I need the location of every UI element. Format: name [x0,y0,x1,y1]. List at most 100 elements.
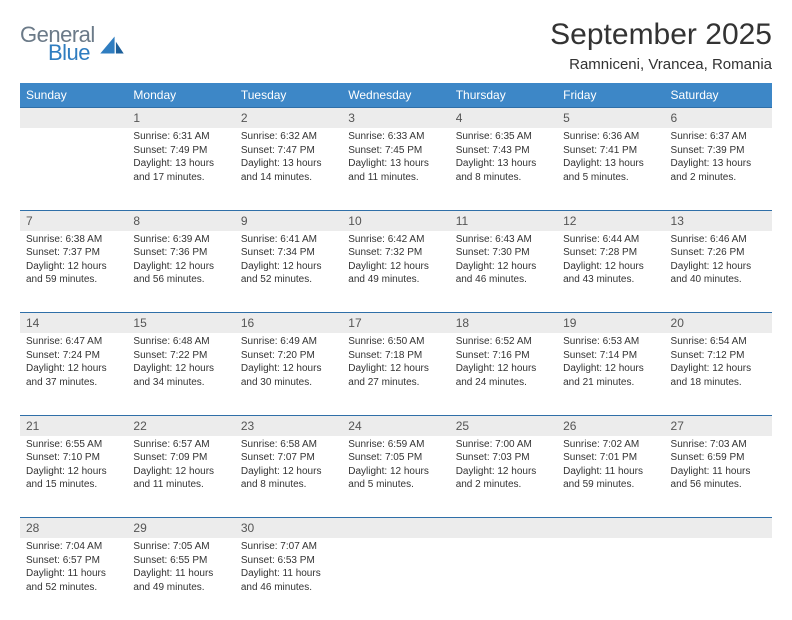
day-cell: Sunrise: 6:47 AMSunset: 7:24 PMDaylight:… [20,333,127,415]
col-thursday: Thursday [450,83,557,108]
day-cell: Sunrise: 6:52 AMSunset: 7:16 PMDaylight:… [450,333,557,415]
daylight-text: Daylight: 12 hours and 59 minutes. [26,260,121,287]
sunrise-text: Sunrise: 6:36 AM [563,130,658,144]
day-number: 18 [450,313,557,334]
day-number: 11 [450,210,557,231]
sunrise-text: Sunrise: 7:03 AM [671,438,766,452]
day-body-row: Sunrise: 6:38 AMSunset: 7:37 PMDaylight:… [20,231,772,313]
sunset-text: Sunset: 7:47 PM [241,144,336,158]
day-cell [20,128,127,210]
title-block: September 2025 Ramniceni, Vrancea, Roman… [550,18,772,73]
day-cell: Sunrise: 6:48 AMSunset: 7:22 PMDaylight:… [127,333,234,415]
sunrise-text: Sunrise: 6:37 AM [671,130,766,144]
daylight-text: Daylight: 13 hours and 17 minutes. [133,157,228,184]
sunset-text: Sunset: 7:41 PM [563,144,658,158]
sunset-text: Sunset: 7:18 PM [348,349,443,363]
sunset-text: Sunset: 7:10 PM [26,451,121,465]
sunset-text: Sunset: 7:36 PM [133,246,228,260]
day-cell: Sunrise: 6:35 AMSunset: 7:43 PMDaylight:… [450,128,557,210]
day-number: 24 [342,415,449,436]
daylight-text: Daylight: 11 hours and 46 minutes. [241,567,336,594]
day-cell: Sunrise: 6:41 AMSunset: 7:34 PMDaylight:… [235,231,342,313]
sunrise-text: Sunrise: 6:44 AM [563,233,658,247]
col-sunday: Sunday [20,83,127,108]
daylight-text: Daylight: 11 hours and 49 minutes. [133,567,228,594]
sunset-text: Sunset: 7:45 PM [348,144,443,158]
day-cell: Sunrise: 6:53 AMSunset: 7:14 PMDaylight:… [557,333,664,415]
sunrise-text: Sunrise: 7:00 AM [456,438,551,452]
day-number: 28 [20,518,127,539]
day-cell: Sunrise: 7:05 AMSunset: 6:55 PMDaylight:… [127,538,234,620]
day-number: 10 [342,210,449,231]
day-number: 6 [665,108,772,129]
day-cell: Sunrise: 6:57 AMSunset: 7:09 PMDaylight:… [127,436,234,518]
sunset-text: Sunset: 7:20 PM [241,349,336,363]
day-cell: Sunrise: 6:50 AMSunset: 7:18 PMDaylight:… [342,333,449,415]
day-number: 1 [127,108,234,129]
daylight-text: Daylight: 12 hours and 52 minutes. [241,260,336,287]
day-number-row: 123456 [20,108,772,129]
sunrise-text: Sunrise: 6:59 AM [348,438,443,452]
sunset-text: Sunset: 7:05 PM [348,451,443,465]
sunset-text: Sunset: 7:37 PM [26,246,121,260]
brand-text: General Blue [20,24,95,64]
header: General Blue September 2025 Ramniceni, V… [20,18,772,73]
sunrise-text: Sunrise: 6:35 AM [456,130,551,144]
day-body-row: Sunrise: 7:04 AMSunset: 6:57 PMDaylight:… [20,538,772,620]
day-number: 15 [127,313,234,334]
sunset-text: Sunset: 6:59 PM [671,451,766,465]
day-number: 23 [235,415,342,436]
sunset-text: Sunset: 7:43 PM [456,144,551,158]
calendar-page: General Blue September 2025 Ramniceni, V… [0,0,792,620]
day-number: 17 [342,313,449,334]
sunset-text: Sunset: 7:03 PM [456,451,551,465]
day-cell: Sunrise: 6:43 AMSunset: 7:30 PMDaylight:… [450,231,557,313]
day-number [557,518,664,539]
sunrise-text: Sunrise: 6:42 AM [348,233,443,247]
day-number: 14 [20,313,127,334]
sunset-text: Sunset: 7:49 PM [133,144,228,158]
day-number-row: 78910111213 [20,210,772,231]
daylight-text: Daylight: 11 hours and 52 minutes. [26,567,121,594]
day-cell: Sunrise: 6:44 AMSunset: 7:28 PMDaylight:… [557,231,664,313]
daylight-text: Daylight: 12 hours and 56 minutes. [133,260,228,287]
brand-line2: Blue [48,42,95,64]
day-cell: Sunrise: 7:00 AMSunset: 7:03 PMDaylight:… [450,436,557,518]
day-number: 20 [665,313,772,334]
day-number: 21 [20,415,127,436]
day-number-row: 21222324252627 [20,415,772,436]
sunset-text: Sunset: 6:53 PM [241,554,336,568]
brand-sail-icon [97,33,125,55]
sunrise-text: Sunrise: 6:32 AM [241,130,336,144]
day-number: 7 [20,210,127,231]
day-cell [342,538,449,620]
day-cell: Sunrise: 6:39 AMSunset: 7:36 PMDaylight:… [127,231,234,313]
sunrise-text: Sunrise: 6:58 AM [241,438,336,452]
calendar-body: 123456Sunrise: 6:31 AMSunset: 7:49 PMDay… [20,108,772,620]
day-number: 29 [127,518,234,539]
day-number: 27 [665,415,772,436]
sunrise-text: Sunrise: 6:43 AM [456,233,551,247]
day-number: 13 [665,210,772,231]
sunrise-text: Sunrise: 6:46 AM [671,233,766,247]
sunrise-text: Sunrise: 7:04 AM [26,540,121,554]
day-number: 2 [235,108,342,129]
daylight-text: Daylight: 12 hours and 49 minutes. [348,260,443,287]
daylight-text: Daylight: 12 hours and 37 minutes. [26,362,121,389]
sunset-text: Sunset: 7:28 PM [563,246,658,260]
daylight-text: Daylight: 12 hours and 21 minutes. [563,362,658,389]
day-cell: Sunrise: 6:54 AMSunset: 7:12 PMDaylight:… [665,333,772,415]
daylight-text: Daylight: 12 hours and 34 minutes. [133,362,228,389]
day-cell: Sunrise: 6:55 AMSunset: 7:10 PMDaylight:… [20,436,127,518]
day-number-row: 14151617181920 [20,313,772,334]
daylight-text: Daylight: 12 hours and 27 minutes. [348,362,443,389]
sunset-text: Sunset: 6:57 PM [26,554,121,568]
day-cell: Sunrise: 6:31 AMSunset: 7:49 PMDaylight:… [127,128,234,210]
day-number: 22 [127,415,234,436]
day-number [20,108,127,129]
sunrise-text: Sunrise: 6:50 AM [348,335,443,349]
col-wednesday: Wednesday [342,83,449,108]
daylight-text: Daylight: 11 hours and 56 minutes. [671,465,766,492]
sunset-text: Sunset: 7:24 PM [26,349,121,363]
sunset-text: Sunset: 7:30 PM [456,246,551,260]
